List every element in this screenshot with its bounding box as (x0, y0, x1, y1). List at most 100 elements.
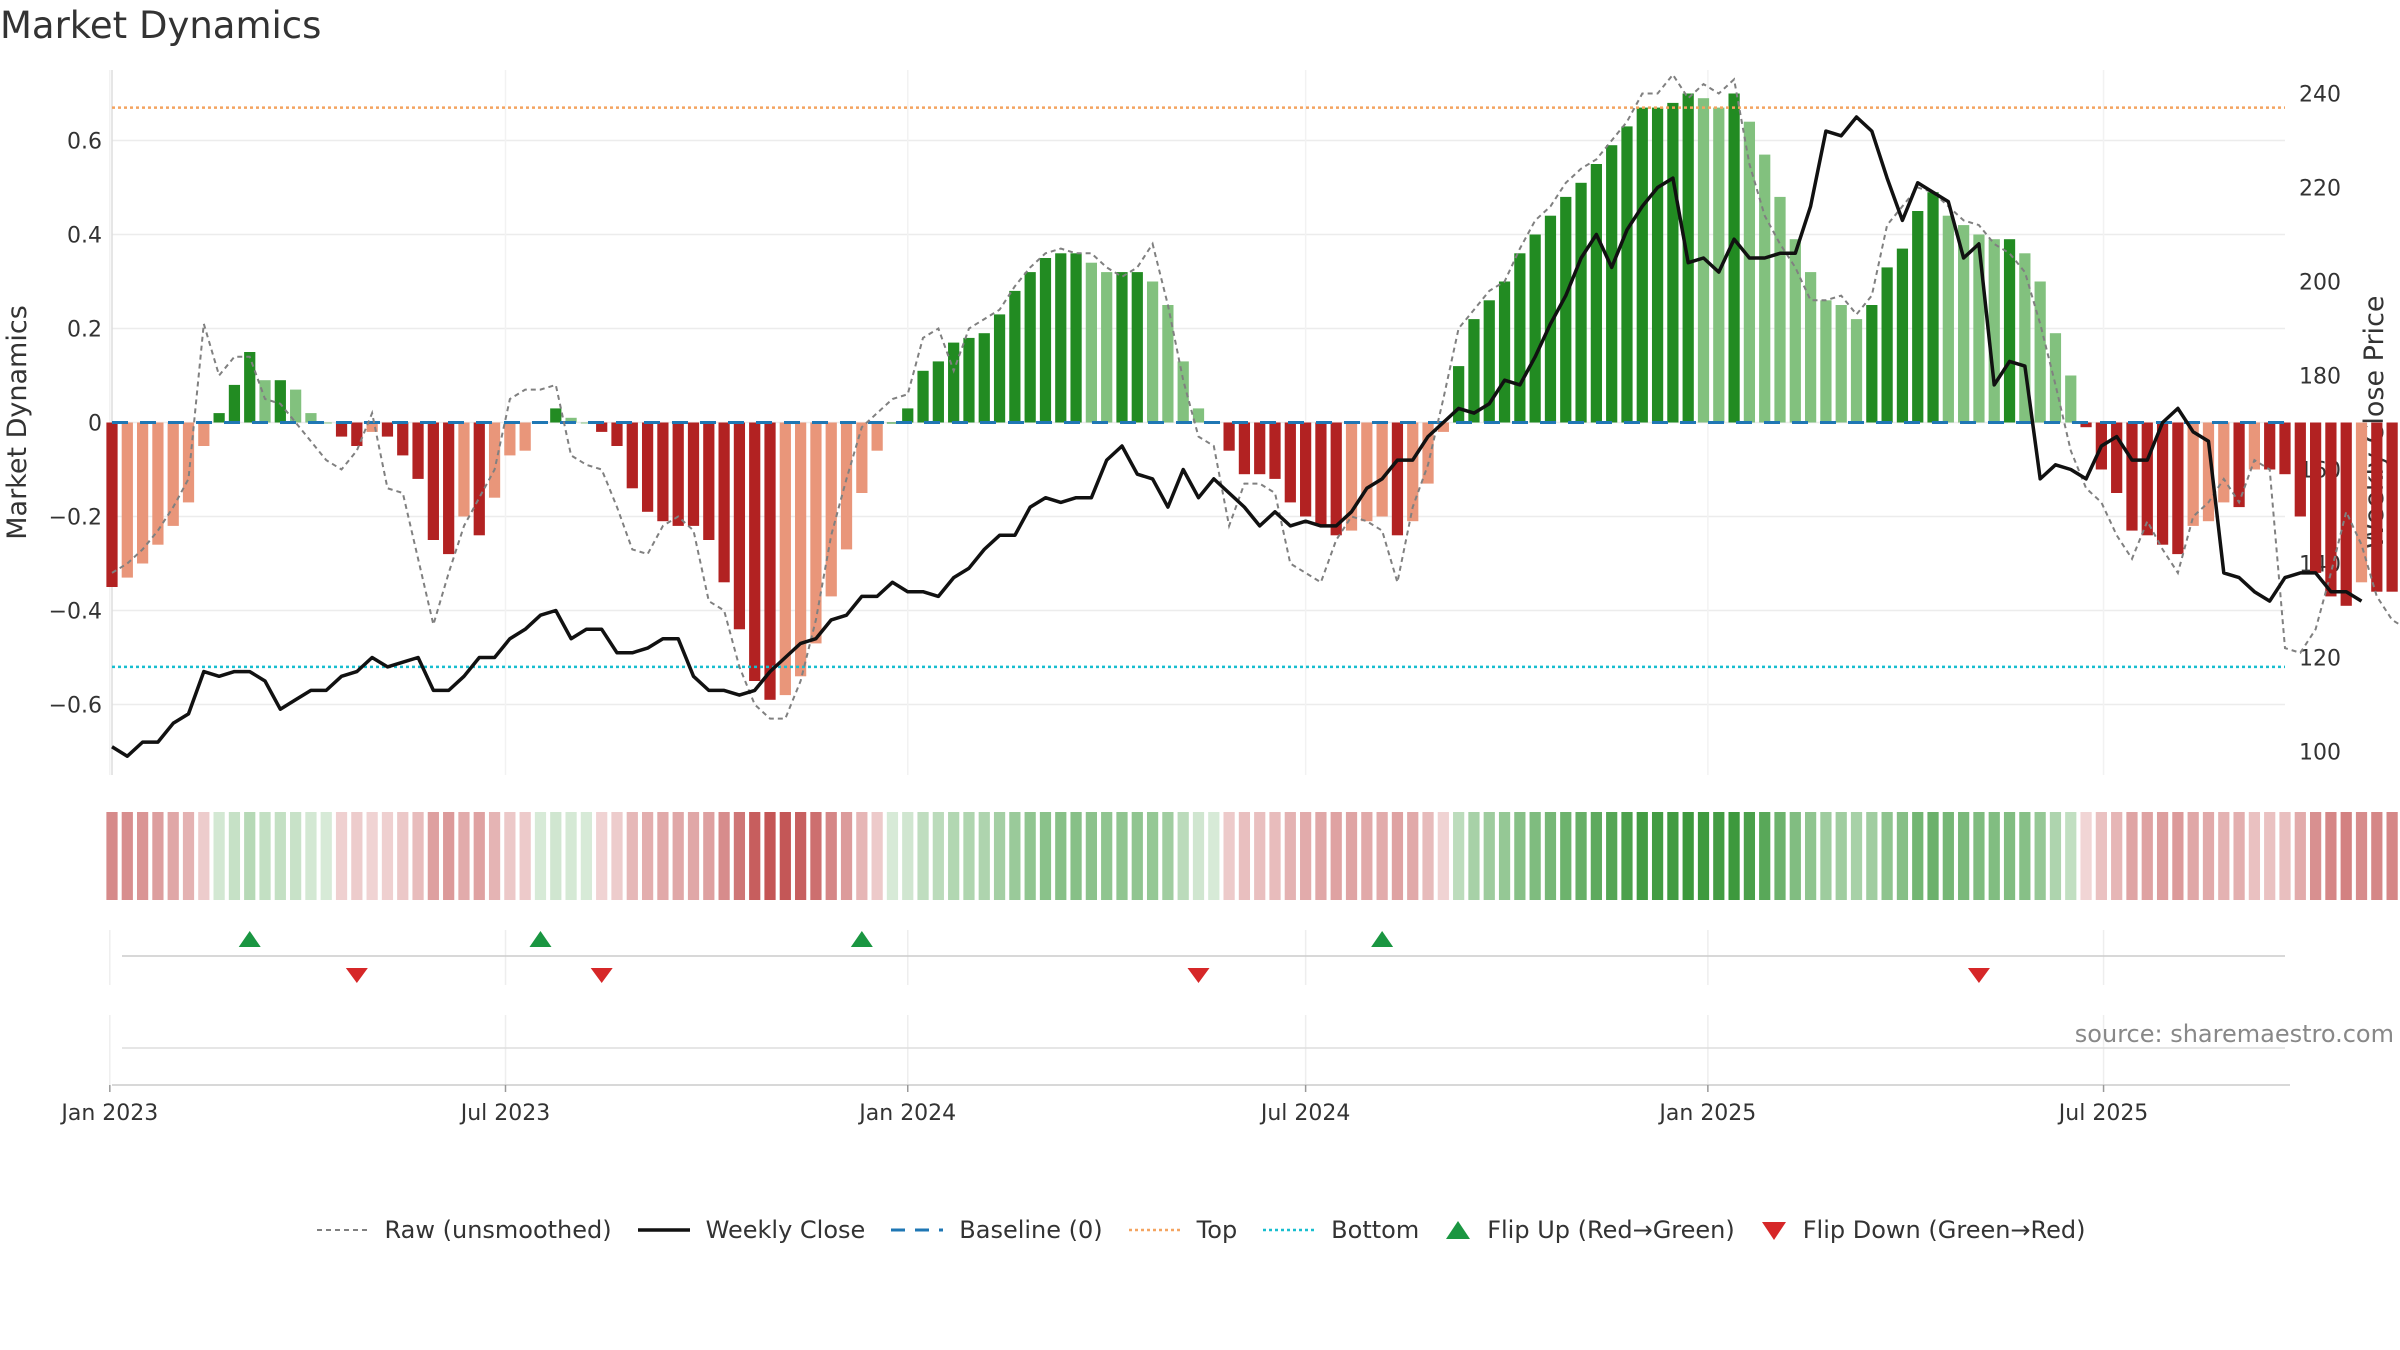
heat-strip-cell (1514, 812, 1526, 900)
legend-label-raw: Raw (unsmoothed) (384, 1216, 612, 1244)
x-tick-label: Jan 2025 (1657, 1101, 1756, 1126)
heat-strip-cell (1713, 812, 1725, 900)
dynamics-bar (182, 422, 195, 503)
heat-strip-cell (1422, 812, 1434, 900)
heat-strip-cell (1820, 812, 1832, 900)
heat-strip-cell (2248, 812, 2261, 900)
heat-strip-cell (1131, 812, 1143, 900)
dynamics-bar (1116, 272, 1128, 423)
heat-strip-cell (1682, 812, 1694, 900)
heat-strip-cell (2371, 812, 2383, 900)
x-tick-label: Jan 2023 (59, 1101, 158, 1126)
legend-swatch-bottom (1263, 1228, 1316, 1232)
heat-strip-cell (1958, 812, 1970, 900)
dynamics-bar (1529, 234, 1541, 423)
heat-strip-cell (1315, 812, 1327, 900)
dynamics-bar (2003, 239, 2016, 423)
y-tick-label-left: 0.6 (67, 130, 102, 155)
heat-strip-cell (1590, 812, 1602, 900)
dynamics-bar (2371, 422, 2383, 592)
heat-strip-cell (2386, 812, 2398, 900)
heat-strip-cell (1942, 812, 1954, 900)
dynamics-bar (305, 413, 317, 423)
heat-strip-cell (657, 812, 669, 900)
heat-strip-cell (1238, 812, 1251, 900)
heat-strip-cell (611, 812, 623, 900)
heat-strip-cell (2065, 812, 2077, 900)
legend-label-weekly-close: Weekly Close (705, 1216, 866, 1244)
heat-strip-cell (519, 812, 531, 900)
heat-strip-cell (458, 812, 470, 900)
dynamics-bar (993, 314, 1006, 423)
heat-strip-cell (1162, 812, 1174, 900)
dynamics-bar (2172, 422, 2184, 555)
dynamics-bar (978, 333, 990, 423)
heat-strip-cell (381, 812, 394, 900)
dynamics-bar (1345, 422, 1358, 531)
dynamics-bar (1560, 196, 1572, 423)
dynamics-bar (871, 422, 883, 451)
heat-strip-cell (2264, 812, 2276, 900)
heat-strip-cell (1651, 812, 1664, 900)
heat-strip-cell (2355, 812, 2368, 900)
dynamics-bar (519, 422, 531, 451)
heat-strip-cell (121, 812, 133, 900)
heat-strip-cell (1835, 812, 1847, 900)
flip-down-triangle-icon (1761, 1222, 1786, 1240)
heat-strip-cell (1927, 812, 1939, 900)
legend-item-raw: Raw (unsmoothed) (315, 1216, 612, 1244)
heat-strip-cell (963, 812, 975, 900)
dynamics-bar (779, 422, 791, 696)
dynamics-bar (2233, 422, 2245, 508)
dynamics-bar (1667, 102, 1679, 423)
y-tick-label-right: 240 (2299, 83, 2341, 108)
dynamics-bar (2386, 422, 2398, 592)
dynamics-bar (948, 342, 960, 423)
dynamics-bar (764, 422, 776, 700)
dynamics-bar (1146, 281, 1159, 423)
dynamics-bar (1759, 154, 1771, 423)
heat-strip-cell (397, 812, 409, 900)
heat-strip-cell (1101, 812, 1113, 900)
dynamics-bar (1223, 422, 1235, 451)
heat-strip-cell (259, 812, 271, 900)
heat-strip-cell (2340, 812, 2352, 900)
dynamics-bar (932, 361, 944, 423)
dynamics-bar (840, 422, 853, 550)
y-tick-label-left: −0.4 (49, 600, 102, 625)
dynamics-bar (1835, 305, 1847, 423)
heat-strip-cell (810, 812, 822, 900)
heat-strip-cell (1269, 812, 1281, 900)
dynamics-bar (718, 422, 730, 583)
dynamics-bar (672, 422, 684, 526)
dynamics-bar (1988, 239, 2000, 423)
heat-strip-cell (274, 812, 286, 900)
heat-strip-cell (1146, 812, 1159, 900)
dynamics-bar (152, 422, 164, 545)
heat-strip-cell (1192, 812, 1205, 900)
flip-up-marker (238, 931, 261, 947)
heat-strip-cell (733, 812, 746, 900)
dynamics-bar (1192, 408, 1205, 423)
heat-strip-cell (779, 812, 791, 900)
dynamics-bar (1483, 300, 1495, 423)
dynamics-bar (1927, 192, 1939, 423)
heat-strip-cell (1774, 812, 1786, 900)
heat-strip-cell (1544, 812, 1557, 900)
y-tick-label-left: −0.6 (49, 694, 102, 719)
heat-strip-cell (1009, 812, 1021, 900)
heat-strip-cell (1208, 812, 1220, 900)
heat-strip-cell (1361, 812, 1373, 900)
legend-swatch-raw (316, 1229, 369, 1231)
dynamics-bar (1177, 361, 1189, 423)
heat-strip-cell (1284, 812, 1296, 900)
dynamics-bar (1300, 422, 1312, 517)
dynamics-bar (2080, 422, 2092, 428)
dynamics-bar (1070, 253, 1082, 423)
dynamics-bar (106, 422, 118, 587)
heat-strip-cell (335, 812, 348, 900)
heat-strip-cell (1560, 812, 1572, 900)
dynamics-bar (1606, 145, 1618, 423)
heat-strip-cell (902, 812, 914, 900)
